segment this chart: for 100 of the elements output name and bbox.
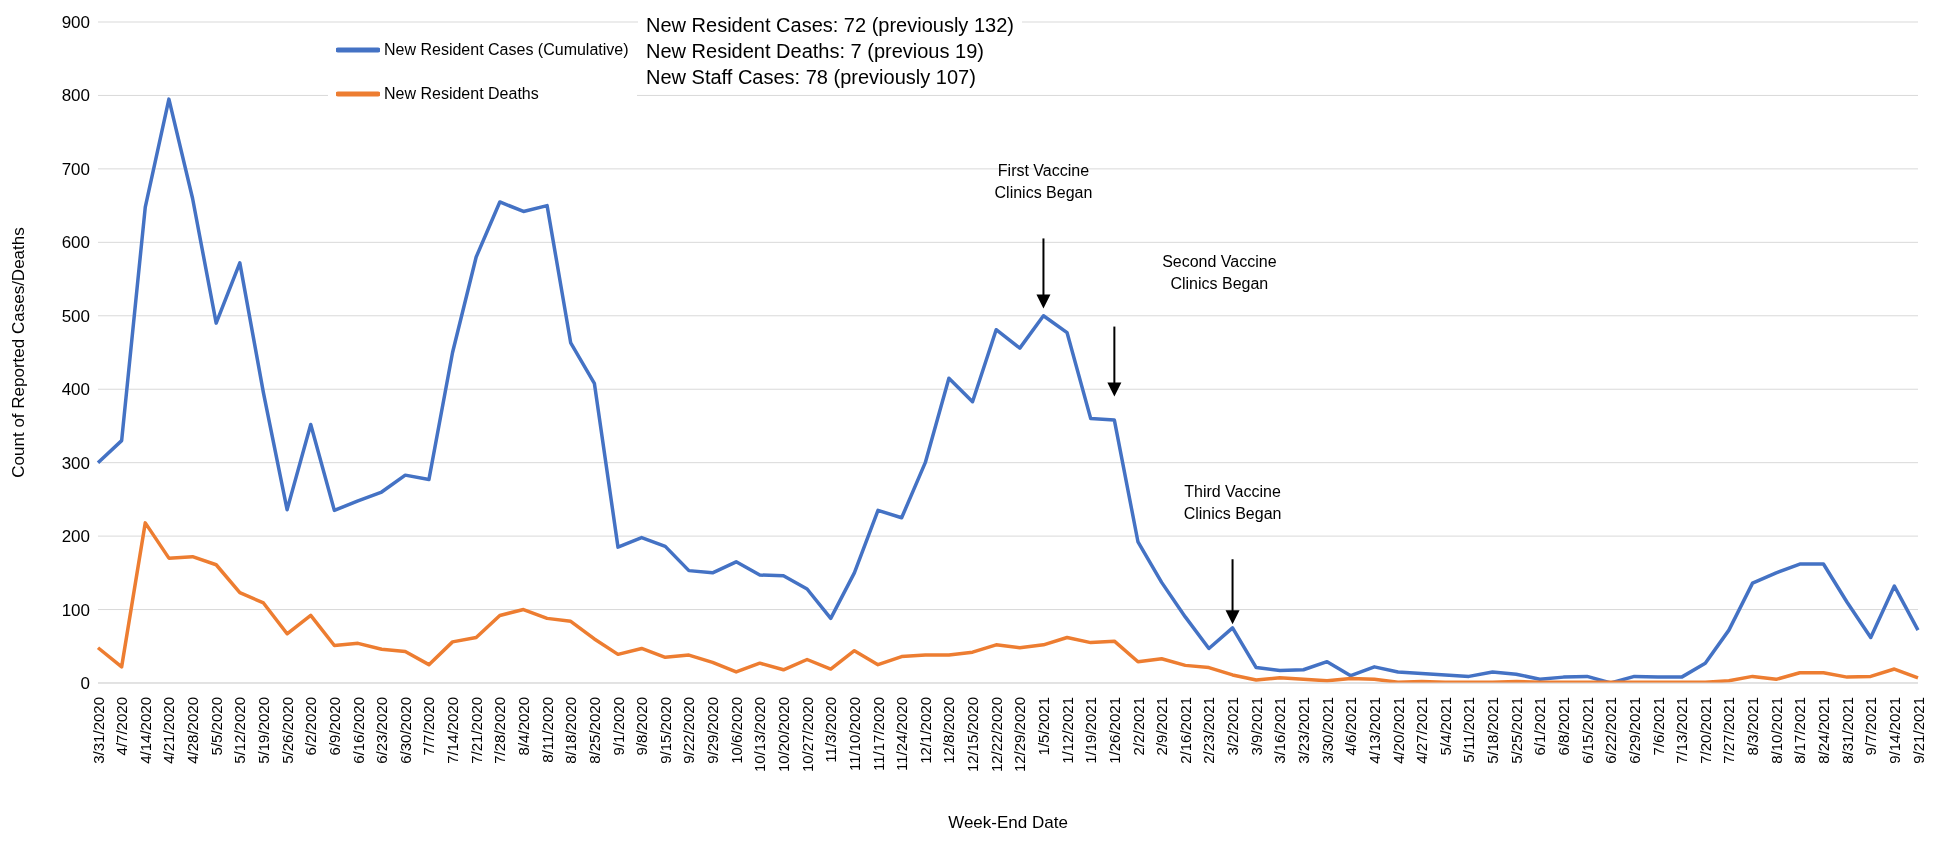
x-tick-label: 4/7/2020 — [113, 697, 131, 756]
x-tick-label: 9/14/2021 — [1885, 697, 1903, 764]
x-tick-label: 3/2/2021 — [1224, 697, 1242, 756]
x-tick-label: 3/30/2021 — [1318, 697, 1336, 764]
x-tick-label: 4/21/2020 — [160, 697, 178, 764]
x-tick-label: 8/31/2021 — [1838, 697, 1856, 764]
x-tick-label: 9/7/2021 — [1862, 697, 1880, 756]
y-tick-label: 800 — [61, 86, 90, 106]
x-tick-label: 12/22/2020 — [987, 697, 1005, 773]
x-tick-label: 9/15/2020 — [656, 697, 674, 764]
y-tick-label: 100 — [61, 600, 90, 620]
x-tick-label: 2/9/2021 — [1153, 697, 1171, 756]
x-tick-label: 8/17/2021 — [1791, 697, 1809, 764]
x-tick-label: 12/29/2020 — [1011, 697, 1029, 773]
y-tick-label: 500 — [61, 306, 90, 326]
x-tick-label: 12/1/2020 — [916, 697, 934, 764]
x-tick-label: 5/19/2020 — [254, 697, 272, 764]
x-tick-label: 4/28/2020 — [184, 697, 202, 764]
x-tick-label: 8/3/2021 — [1744, 697, 1762, 756]
x-tick-label: 8/25/2020 — [585, 697, 603, 764]
x-tick-label: 4/27/2021 — [1413, 697, 1431, 764]
y-tick-label: 300 — [61, 453, 90, 473]
x-tick-label: 11/24/2020 — [893, 697, 911, 771]
x-tick-label: 9/21/2021 — [1909, 697, 1927, 764]
y-axis-title: Count of Reported Cases/Deaths — [9, 227, 29, 478]
x-tick-label: 4/20/2021 — [1389, 697, 1407, 764]
x-tick-label: 5/25/2021 — [1507, 697, 1525, 764]
x-tick-label: 1/5/2021 — [1034, 697, 1052, 756]
x-tick-label: 6/1/2021 — [1531, 697, 1549, 756]
x-tick-label: 3/31/2020 — [89, 697, 107, 764]
x-tick-label: 6/30/2020 — [396, 697, 414, 764]
y-tick-label: 900 — [61, 13, 90, 33]
x-tick-label: 3/23/2021 — [1294, 697, 1312, 764]
annotation: New Staff Cases: 78 (previously 107) — [646, 65, 977, 90]
x-tick-label: 11/10/2020 — [845, 697, 863, 771]
x-tick-label: 8/18/2020 — [562, 697, 580, 764]
legend-label: New Resident Deaths — [384, 85, 539, 103]
y-tick-label: 200 — [61, 527, 90, 547]
x-tick-label: 10/6/2020 — [727, 697, 745, 764]
x-tick-label: 7/20/2021 — [1696, 697, 1714, 764]
annotation: New Resident Cases: 72 (previously 132) — [646, 13, 1014, 38]
x-tick-label: 8/4/2020 — [514, 697, 532, 756]
x-tick-label: 6/9/2020 — [325, 697, 343, 756]
x-tick-label: 12/15/2020 — [964, 697, 982, 773]
x-tick-label: 8/24/2021 — [1814, 697, 1832, 764]
x-tick-label: 5/11/2021 — [1460, 697, 1478, 763]
x-tick-label: 7/7/2020 — [420, 697, 438, 756]
x-tick-label: 4/6/2021 — [1342, 697, 1360, 756]
x-tick-label: 7/28/2020 — [491, 697, 509, 764]
x-tick-label: 6/16/2020 — [349, 697, 367, 764]
x-tick-label: 7/6/2021 — [1649, 697, 1667, 756]
x-tick-label: 10/13/2020 — [751, 697, 769, 773]
x-tick-label: 2/23/2021 — [1200, 697, 1218, 764]
x-tick-label: 12/8/2020 — [940, 697, 958, 764]
x-tick-label: 11/3/2020 — [822, 697, 840, 763]
x-tick-label: 10/27/2020 — [798, 697, 816, 773]
x-tick-label: 1/19/2021 — [1082, 697, 1100, 764]
annotation: Third Vaccine Clinics Began — [1183, 483, 1282, 523]
annotation: Second Vaccine Clinics Began — [1162, 252, 1277, 292]
x-tick-label: 5/26/2020 — [278, 697, 296, 764]
x-tick-label: 8/11/2020 — [538, 697, 556, 763]
x-tick-label: 9/29/2020 — [704, 697, 722, 764]
x-tick-label: 4/14/2020 — [136, 697, 154, 764]
x-tick-label: 6/23/2020 — [373, 697, 391, 764]
x-tick-label: 7/21/2020 — [467, 697, 485, 764]
y-tick-label: 700 — [61, 159, 90, 179]
x-tick-label: 7/14/2020 — [444, 697, 462, 764]
y-tick-label: 0 — [80, 674, 90, 694]
x-tick-label: 5/12/2020 — [231, 697, 249, 764]
x-tick-label: 5/4/2021 — [1436, 697, 1454, 756]
x-tick-label: 10/20/2020 — [774, 697, 792, 773]
y-tick-label: 600 — [61, 233, 90, 253]
x-tick-label: 1/12/2021 — [1058, 697, 1076, 764]
x-tick-label: 6/22/2021 — [1602, 697, 1620, 764]
x-tick-label: 9/1/2020 — [609, 697, 627, 756]
x-tick-label: 2/16/2021 — [1176, 697, 1194, 764]
legend-label: New Resident Cases (Cumulative) — [384, 41, 629, 59]
annotation: New Resident Deaths: 7 (previous 19) — [646, 39, 985, 64]
line-series — [96, 97, 1920, 683]
x-tick-label: 3/16/2021 — [1271, 697, 1289, 764]
x-axis-title: Week-End Date — [948, 813, 1068, 832]
x-tick-label: 5/5/2020 — [207, 697, 225, 756]
x-tick-label: 1/26/2021 — [1105, 697, 1123, 764]
x-tick-label: 6/2/2020 — [302, 697, 320, 756]
x-tick-label: 3/9/2021 — [1247, 697, 1265, 756]
x-tick-label: 6/29/2021 — [1625, 697, 1643, 764]
y-tick-label: 400 — [61, 380, 90, 400]
x-tick-label: 9/22/2020 — [680, 697, 698, 764]
x-tick-label: 2/2/2021 — [1129, 697, 1147, 756]
x-tick-label: 11/17/2020 — [869, 697, 887, 771]
x-tick-label: 5/18/2021 — [1484, 697, 1502, 764]
annotation: First Vaccine Clinics Began — [994, 162, 1093, 202]
x-tick-label: 7/13/2021 — [1673, 697, 1691, 764]
x-tick-label: 6/8/2021 — [1554, 697, 1572, 756]
x-tick-label: 8/10/2021 — [1767, 697, 1785, 764]
line-series — [96, 521, 1920, 683]
x-tick-label: 7/27/2021 — [1720, 697, 1738, 764]
x-tick-label: 4/13/2021 — [1365, 697, 1383, 764]
x-tick-label: 6/15/2021 — [1578, 697, 1596, 764]
x-tick-label: 9/8/2020 — [633, 697, 651, 756]
